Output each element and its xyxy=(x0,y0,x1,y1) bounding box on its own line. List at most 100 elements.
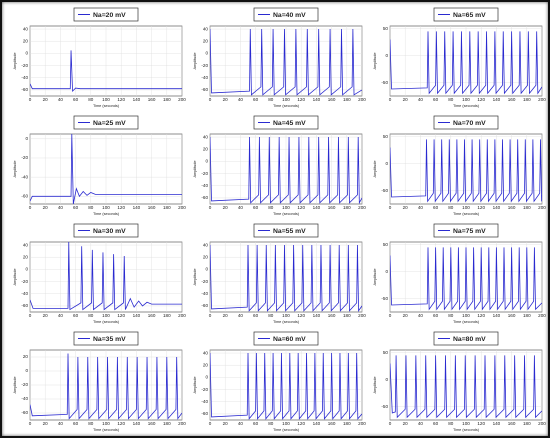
x-axis-label: Time (seconds) xyxy=(453,212,480,216)
legend-label: Na=40 mV xyxy=(273,12,306,19)
subplot: 0 20 40 60 80 100 120 140 160 180 200 0 -20 -40 -60 Tim… xyxy=(13,115,186,216)
data-line xyxy=(390,247,542,311)
x-tick-label: 200 xyxy=(178,313,186,318)
x-tick-label: 60 xyxy=(253,313,259,318)
x-tick-label: 0 xyxy=(389,205,392,210)
y-axis-label: Amplitude xyxy=(13,53,17,70)
subplot: 0 20 40 60 80 100 120 140 160 180 20040200-20-40-6… xyxy=(13,223,186,324)
x-tick-label: 140 xyxy=(493,205,501,210)
legend-box xyxy=(253,331,319,346)
y-axis-label: Amplitude xyxy=(373,53,377,70)
subplot: 0 20 40 60 80 100 120 140 160 180 200200-20-40-60T… xyxy=(13,331,186,432)
x-tick-label: 180 xyxy=(523,97,531,102)
x-axis-label: Time (seconds) xyxy=(93,212,120,216)
x-tick-label: 80 xyxy=(88,205,94,210)
legend-box xyxy=(253,7,319,22)
x-tick-label: 0 xyxy=(29,313,32,318)
x-tick-label: 60 xyxy=(433,313,439,318)
x-tick-label: 120 xyxy=(117,421,125,426)
x-axis-label: Time (seconds) xyxy=(453,320,480,324)
data-line xyxy=(30,242,182,311)
subplot: 0 20 40 60 80 100 120 140 160 180 20040200-20-40-6… xyxy=(193,7,366,108)
x-tick-label: 200 xyxy=(358,421,366,426)
y-tick-label: -20 xyxy=(21,63,28,68)
x-tick-label: 60 xyxy=(73,205,79,210)
legend-box xyxy=(73,331,139,346)
x-tick-label: 140 xyxy=(133,421,141,426)
x-tick-label: 120 xyxy=(477,421,485,426)
y-tick-label: 50 xyxy=(383,242,389,247)
legend-label: Na=65 mV xyxy=(453,12,486,19)
y-tick-label: -20 xyxy=(201,279,208,284)
x-tick-label: 140 xyxy=(313,205,321,210)
y-axis-label: Amplitude xyxy=(13,161,17,178)
x-tick-label: 140 xyxy=(313,421,321,426)
x-tick-label: 0 xyxy=(209,313,212,318)
x-tick-label: 160 xyxy=(148,97,156,102)
x-tick-label: 20 xyxy=(403,97,409,102)
y-tick-label: -40 xyxy=(21,75,28,80)
y-tick-label: 20 xyxy=(23,354,29,359)
x-tick-label: 20 xyxy=(43,97,49,102)
x-tick-label: 140 xyxy=(133,205,141,210)
subplot: 0 20 40 60 80 100 120 140 160 180 20040200-20-40-6… xyxy=(193,331,366,432)
x-axis-label: Time (seconds) xyxy=(273,104,300,108)
y-tick-label: -20 xyxy=(201,171,208,176)
x-tick-label: 180 xyxy=(343,313,351,318)
x-tick-label: 100 xyxy=(462,421,470,426)
x-tick-label: 20 xyxy=(223,313,229,318)
x-tick-label: 180 xyxy=(343,97,351,102)
x-tick-label: 80 xyxy=(448,97,454,102)
y-tick-label: 40 xyxy=(23,242,29,247)
x-axis-label: Time (seconds) xyxy=(453,428,480,432)
x-tick-label: 40 xyxy=(58,421,64,426)
x-tick-label: 180 xyxy=(163,313,171,318)
subplot: 0 20 40 60 80 100 120 140 160 180 200 50 0 -50 Time (s… xyxy=(373,331,546,432)
legend-label: Na=30 mV xyxy=(93,228,126,235)
y-axis-label: Amplitude xyxy=(373,161,377,178)
x-tick-label: 200 xyxy=(538,205,546,210)
y-tick-label: -60 xyxy=(201,411,208,416)
legend-box xyxy=(253,223,319,238)
x-tick-label: 80 xyxy=(88,313,94,318)
x-tick-label: 20 xyxy=(223,421,229,426)
x-tick-label: 200 xyxy=(538,313,546,318)
x-tick-label: 100 xyxy=(102,97,110,102)
x-tick-label: 100 xyxy=(102,421,110,426)
data-line xyxy=(210,137,362,204)
y-tick-label: -50 xyxy=(381,404,388,409)
x-tick-label: 0 xyxy=(209,205,212,210)
x-tick-label: 160 xyxy=(508,205,516,210)
y-tick-label: -20 xyxy=(21,279,28,284)
y-tick-label: 40 xyxy=(23,26,29,31)
y-tick-label: -40 xyxy=(201,399,208,404)
legend-box xyxy=(73,7,139,22)
legend-box xyxy=(73,115,139,130)
x-tick-label: 200 xyxy=(358,205,366,210)
y-tick-label: -50 xyxy=(381,188,388,193)
x-tick-label: 120 xyxy=(297,421,305,426)
x-tick-label: 20 xyxy=(43,205,49,210)
x-tick-label: 60 xyxy=(253,205,259,210)
data-line xyxy=(210,245,362,312)
x-tick-label: 40 xyxy=(58,313,64,318)
y-tick-label: -50 xyxy=(381,296,388,301)
x-tick-label: 40 xyxy=(238,313,244,318)
legend-label: Na=35 mV xyxy=(93,336,126,343)
x-tick-label: 100 xyxy=(282,205,290,210)
x-axis-label: Time (seconds) xyxy=(93,104,120,108)
x-tick-label: 140 xyxy=(313,313,321,318)
x-tick-label: 80 xyxy=(448,205,454,210)
x-tick-label: 80 xyxy=(268,205,274,210)
x-tick-label: 120 xyxy=(477,313,485,318)
x-tick-label: 200 xyxy=(178,97,186,102)
x-tick-label: 160 xyxy=(508,313,516,318)
y-tick-label: -40 xyxy=(21,396,28,401)
legend-box xyxy=(433,223,499,238)
x-tick-label: 100 xyxy=(282,97,290,102)
y-axis-label: Amplitude xyxy=(13,377,17,394)
x-tick-label: 180 xyxy=(343,421,351,426)
x-tick-label: 120 xyxy=(117,205,125,210)
x-tick-label: 120 xyxy=(297,313,305,318)
data-line xyxy=(30,50,182,93)
